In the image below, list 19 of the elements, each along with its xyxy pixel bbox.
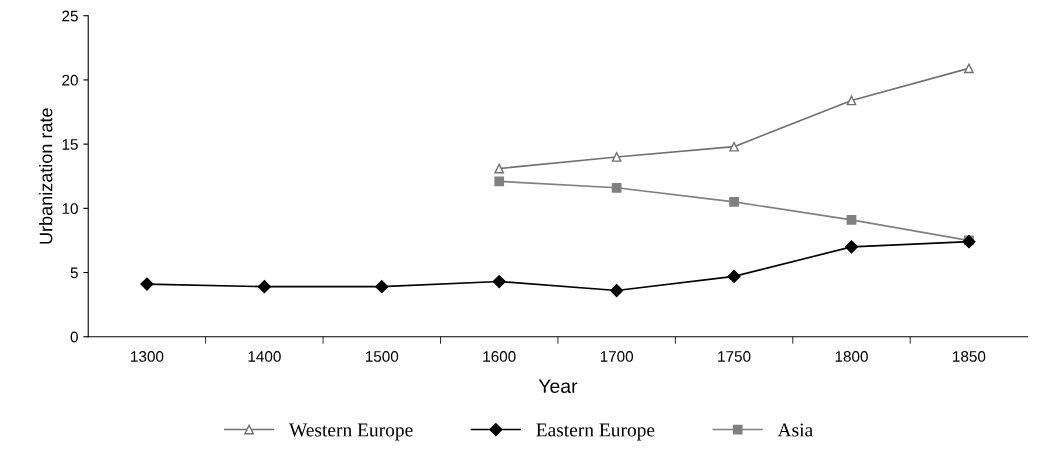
legend-label: Western Europe — [289, 423, 413, 441]
x-axis-title: Year — [538, 379, 578, 394]
y-tick-label: 0 — [70, 331, 78, 343]
y-tick-label: 25 — [62, 10, 78, 22]
x-tick-label: 1400 — [248, 351, 281, 362]
x-tick-label: 1300 — [131, 351, 164, 362]
y-axis-title: Urbanization rate — [39, 108, 53, 244]
x-tick-label: 1600 — [483, 351, 516, 362]
legend-label: Asia — [777, 423, 813, 437]
y-tick-label: 20 — [62, 74, 78, 86]
y-tick-label: 5 — [70, 267, 78, 279]
x-tick-label: 1500 — [365, 351, 399, 362]
y-tick-label: 10 — [62, 203, 78, 215]
x-tick-label: 1800 — [835, 351, 868, 362]
x-tick-label: 1700 — [600, 351, 634, 362]
legend-label: Eastern Europe — [536, 423, 655, 441]
x-tick-label: 1750 — [718, 351, 751, 362]
x-tick-label: 1850 — [953, 351, 986, 362]
y-tick-label: 15 — [62, 139, 78, 150]
